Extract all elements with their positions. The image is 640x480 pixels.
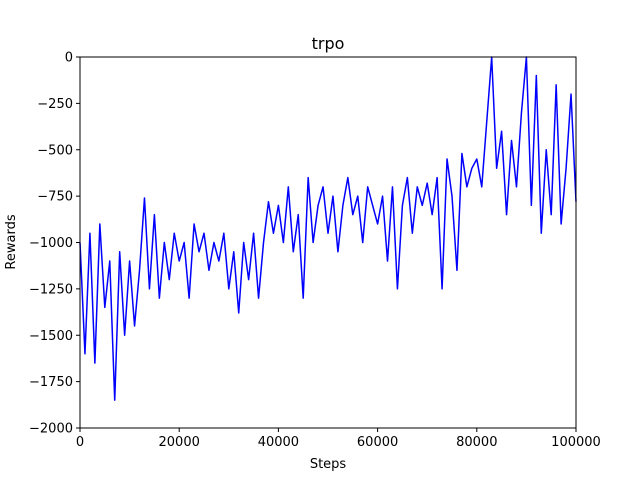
line	[79, 56, 577, 401]
x-tick-label: 100000	[551, 435, 601, 450]
y-tick-label: 0	[65, 51, 73, 66]
y-axis-label: Rewards	[4, 214, 19, 269]
y-tick-label: −250	[37, 97, 73, 112]
y-tick-label: −1750	[29, 375, 73, 390]
x-tick-label: 40000	[258, 435, 299, 450]
y-tick-label: −750	[37, 190, 73, 205]
y-tick-label: −500	[37, 143, 73, 158]
chart-title: trpo	[312, 34, 345, 53]
plot-frame	[79, 56, 577, 429]
y-tick-label: −1500	[29, 329, 73, 344]
y-tick-label: −2000	[29, 422, 73, 437]
x-tick-label: 60000	[357, 435, 398, 450]
y-tick-label: −1250	[29, 282, 73, 297]
x-axis-label: Steps	[310, 457, 347, 472]
x-tick-label: 80000	[456, 435, 497, 450]
x-tick-label: 20000	[159, 435, 200, 450]
y-tick-label: −1000	[29, 236, 73, 251]
x-tick-label: 0	[76, 435, 84, 450]
